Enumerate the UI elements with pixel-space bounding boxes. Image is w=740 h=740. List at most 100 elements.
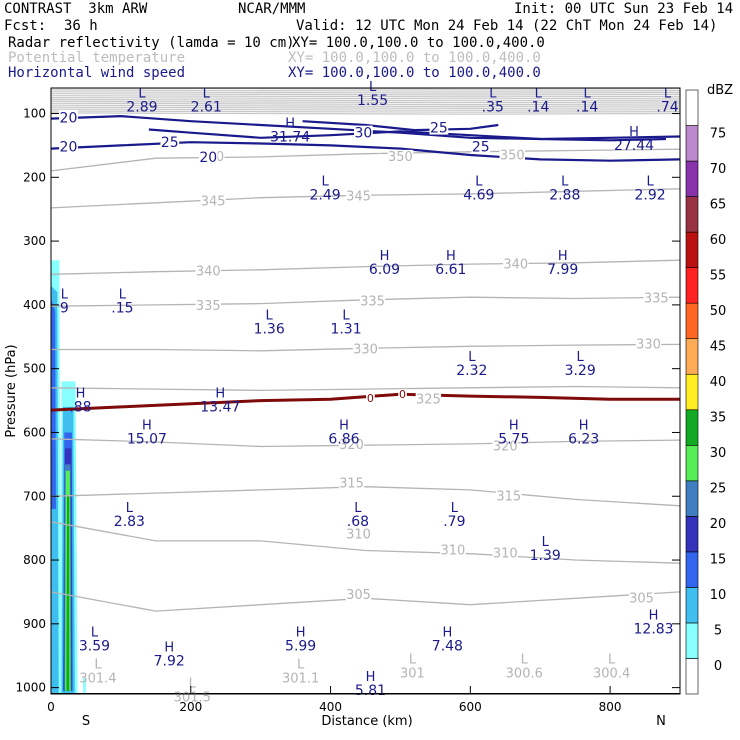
theta-extremum-value: 301 [400,666,425,681]
extremum-value: 2.92 [634,188,665,204]
colorbar-swatch [685,160,699,197]
wind-speed-contour-25-1 [148,128,667,142]
theta-label: 315 [339,476,364,491]
stratosphere-theta-contour [51,108,680,111]
y-tick-label: 500 [23,362,46,376]
theta-label: 310 [440,543,465,558]
extremum-value: 5.99 [285,639,316,655]
theta-contour-350 [51,148,680,172]
colorbar-swatch [685,516,699,553]
extremum-value: 3.29 [565,363,596,379]
wind-speed-label: 20 [60,110,78,126]
extremum-marker: L [342,309,350,324]
wind-speed-label: 30 [354,126,372,142]
theta-extremum-marker: L [409,652,417,667]
plot-frame [50,87,681,695]
colorbar-label: 45 [710,339,727,354]
wind-speed-label: 20 [60,140,78,156]
wind-speed-label: 20 [199,150,217,166]
theta-label: 320 [493,439,518,454]
theta-extremum-value: 300.6 [506,666,543,681]
field-wind-speed: Horizontal wind speed [8,65,186,81]
extremum-value: 31.74 [270,130,310,146]
colorbar-swatch [685,658,699,695]
field-reflectivity-xy: XY= 100.0,100.0 to 100.0,400.0 [292,35,545,51]
x-tick-label: 600 [459,700,482,714]
theta-label: 345 [201,195,226,210]
colorbar-swatch [685,231,699,268]
theta-label-bg [440,543,466,557]
theta-label: 335 [644,292,669,307]
theta-extremum-value: 301.4 [79,671,116,686]
extremum-value: 6.61 [435,262,466,278]
extremum-value: 1.31 [330,322,361,338]
extremum-value: 12.83 [634,621,674,637]
wind-speed-label-bg [59,110,78,125]
y-tick-label: 100 [23,107,46,121]
theta-label-bg [492,439,518,453]
theta-label: 325 [416,392,441,407]
wind-speed-contour-20-3 [51,141,680,162]
extremum-marker: L [468,350,476,365]
reflectivity-cell-10 [83,678,86,694]
colorbar-swatch [685,373,699,411]
theta-extremum-marker: L [189,677,197,692]
colorbar-label: 30 [710,446,727,461]
theta-extremum-marker: L [297,657,305,672]
freezing-level-label-bg [366,393,375,405]
y-tick-label: 300 [23,234,46,248]
extremum-value: .14 [527,100,549,116]
reflectivity-cell-2 [51,298,56,509]
extremum-value: .88 [69,399,91,415]
colorbar-swatch [685,302,699,340]
wind-speed-label-bg [354,125,373,140]
colorbar-label: 55 [710,268,727,283]
extremum-marker: L [321,175,329,190]
x-end-label-north: N [656,714,666,729]
theta-contour-320 [51,438,680,448]
extremum-value: 9 [60,301,69,317]
theta-extremum-marker: L [608,652,616,667]
extremum-value: 1.36 [254,322,285,338]
stratosphere-theta-contour [51,95,680,98]
theta-label-bg [338,476,365,490]
extremum-marker: H [285,117,295,132]
extremum-value: 15.07 [127,431,167,447]
wind-speed-label-bg [59,139,78,154]
extremum-marker: L [646,175,654,190]
extremum-marker: L [542,535,550,550]
colorbar-swatch [685,338,699,375]
extremum-marker: L [535,87,543,102]
colorbar-label: 5 [714,624,722,639]
theta-label-bg [200,194,226,208]
extremum-marker: H [509,418,519,433]
colorbar-label: 40 [710,375,727,390]
colorbar-label: 25 [710,482,727,497]
theta-label-bg [415,392,442,406]
theta-label-bg [338,438,365,452]
extremum-value: 6.09 [369,262,400,278]
theta-label-bg [359,294,386,308]
theta-label-bg [628,591,655,605]
extremum-value: 3.59 [79,639,110,655]
colorbar-swatch [685,587,699,624]
extremum-value: 2.61 [191,100,222,116]
theta-contour-340 [51,259,680,275]
theta-label-bg [345,189,372,203]
theta-label-bg [195,264,221,278]
extremum-value: .74 [656,100,678,116]
colorbar-label: 35 [710,411,727,426]
x-axis-label: Distance (km) [321,714,412,729]
colorbar-swatch [685,551,699,588]
extremum-marker: L [91,626,99,641]
wind-speed-label: 25 [161,135,179,151]
reflectivity-cell-9 [66,496,70,691]
extremum-marker: H [142,418,152,433]
colorbar-label: 20 [710,517,727,532]
extremum-value: 5.81 [355,683,386,699]
stratosphere-theta-contour [51,106,680,110]
y-axis-label: Pressure (hPa) [4,344,19,437]
theta-contour-325 [51,385,680,392]
extremum-value: .15 [111,301,133,317]
